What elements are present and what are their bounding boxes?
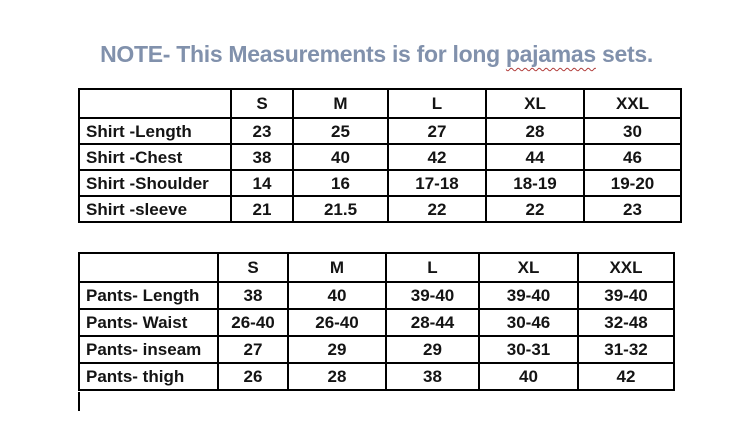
- measurement-cell[interactable]: 31-32: [577, 335, 675, 364]
- table-row: Pants- thigh 26 28 38 40 42: [78, 362, 675, 391]
- measurement-cell[interactable]: 39-40: [478, 281, 579, 310]
- measurement-cell[interactable]: 23: [230, 117, 294, 145]
- title-misspelled-word: pajamas: [505, 41, 596, 67]
- row-label[interactable]: Pants- Waist: [78, 308, 219, 337]
- measurement-cell[interactable]: 26-40: [217, 308, 289, 337]
- measurement-cell[interactable]: 27: [217, 335, 289, 364]
- table-row: Shirt -sleeve 21 21.5 22 22 23: [78, 195, 682, 223]
- measurement-cell[interactable]: 27: [387, 117, 487, 145]
- measurement-cell[interactable]: 21: [230, 195, 294, 223]
- measurement-cell[interactable]: 30-46: [478, 308, 579, 337]
- title-suffix: sets.: [595, 41, 653, 67]
- measurement-cell[interactable]: 38: [230, 143, 294, 171]
- column-header-xxl[interactable]: XXL: [577, 252, 675, 283]
- measurement-cell[interactable]: 23: [583, 195, 682, 223]
- row-label[interactable]: Pants- inseam: [78, 335, 219, 364]
- row-label[interactable]: Shirt -Length: [78, 117, 232, 145]
- measurement-cell[interactable]: 19-20: [583, 169, 682, 197]
- table-header-row: S M L XL XXL: [78, 252, 675, 283]
- measurement-cell[interactable]: 26-40: [287, 308, 387, 337]
- measurement-cell[interactable]: 44: [485, 143, 585, 171]
- column-header-m[interactable]: M: [292, 88, 389, 119]
- measurement-cell[interactable]: 29: [385, 335, 480, 364]
- corner-cell[interactable]: [78, 252, 219, 283]
- measurement-cell[interactable]: 39-40: [577, 281, 675, 310]
- measurement-cell[interactable]: 30-31: [478, 335, 579, 364]
- measurement-cell[interactable]: 42: [387, 143, 487, 171]
- text-cursor: [78, 392, 80, 411]
- measurement-cell[interactable]: 17-18: [387, 169, 487, 197]
- measurement-cell[interactable]: 30: [583, 117, 682, 145]
- column-header-xl[interactable]: XL: [485, 88, 585, 119]
- column-header-s[interactable]: S: [217, 252, 289, 283]
- row-label[interactable]: Shirt -Shoulder: [78, 169, 232, 197]
- measurement-cell[interactable]: 28: [485, 117, 585, 145]
- table-row: Pants- Waist 26-40 26-40 28-44 30-46 32-48: [78, 308, 675, 337]
- row-label[interactable]: Shirt -Chest: [78, 143, 232, 171]
- table-row: Shirt -Length 23 25 27 28 30: [78, 117, 682, 145]
- table-header-row: S M L XL XXL: [78, 88, 682, 119]
- shirt-measurements-table: S M L XL XXL Shirt -Length 23 25 27 28 30 Shirt -C…: [78, 88, 682, 223]
- measurement-cell[interactable]: 28: [287, 362, 387, 391]
- table-row: Pants- inseam 27 29 29 30-31 31-32: [78, 335, 675, 364]
- measurement-cell[interactable]: 28-44: [385, 308, 480, 337]
- measurement-cell[interactable]: 38: [217, 281, 289, 310]
- column-header-xl[interactable]: XL: [478, 252, 579, 283]
- measurement-cell[interactable]: 22: [387, 195, 487, 223]
- measurement-cell[interactable]: 40: [478, 362, 579, 391]
- column-header-m[interactable]: M: [287, 252, 387, 283]
- measurement-cell[interactable]: 32-48: [577, 308, 675, 337]
- row-label[interactable]: Shirt -sleeve: [78, 195, 232, 223]
- measurement-cell[interactable]: 39-40: [385, 281, 480, 310]
- row-label[interactable]: Pants- Length: [78, 281, 219, 310]
- measurement-cell[interactable]: 38: [385, 362, 480, 391]
- measurement-cell[interactable]: 40: [287, 281, 387, 310]
- column-header-s[interactable]: S: [230, 88, 294, 119]
- measurement-cell[interactable]: 21.5: [292, 195, 389, 223]
- measurement-cell[interactable]: 26: [217, 362, 289, 391]
- pants-measurements-table: S M L XL XXL Pants- Length 38 40 39-40 39-40 39-4…: [78, 252, 675, 391]
- row-label[interactable]: Pants- thigh: [78, 362, 219, 391]
- measurement-cell[interactable]: 40: [292, 143, 389, 171]
- measurement-cell[interactable]: 14: [230, 169, 294, 197]
- title-prefix: NOTE- This Measurements is for long: [100, 41, 506, 67]
- table-row: Shirt -Chest 38 40 42 44 46: [78, 143, 682, 171]
- measurement-cell[interactable]: 46: [583, 143, 682, 171]
- measurement-cell[interactable]: 29: [287, 335, 387, 364]
- corner-cell[interactable]: [78, 88, 232, 119]
- measurement-cell[interactable]: 25: [292, 117, 389, 145]
- column-header-l[interactable]: L: [387, 88, 487, 119]
- measurement-cell[interactable]: 42: [577, 362, 675, 391]
- measurement-cell[interactable]: 22: [485, 195, 585, 223]
- measurement-cell[interactable]: 18-19: [485, 169, 585, 197]
- column-header-l[interactable]: L: [385, 252, 480, 283]
- table-row: Pants- Length 38 40 39-40 39-40 39-40: [78, 281, 675, 310]
- column-header-xxl[interactable]: XXL: [583, 88, 682, 119]
- note-title[interactable]: NOTE- This Measurements is for long paja…: [0, 41, 753, 68]
- measurement-cell[interactable]: 16: [292, 169, 389, 197]
- table-row: Shirt -Shoulder 14 16 17-18 18-19 19-20: [78, 169, 682, 197]
